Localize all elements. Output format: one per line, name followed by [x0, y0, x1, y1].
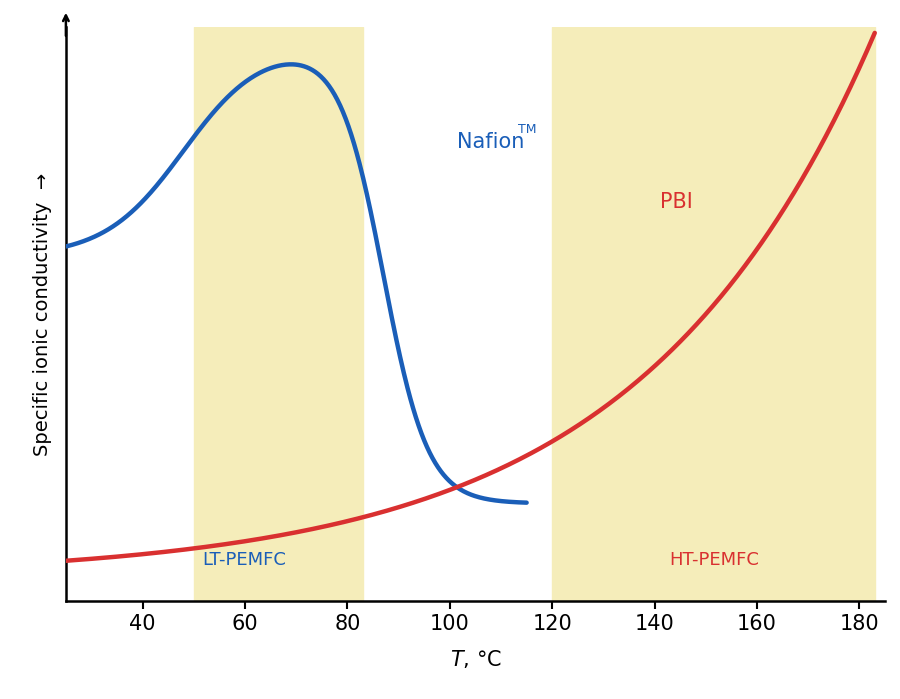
Bar: [553, 27, 875, 601]
Text: LT-PEMFC: LT-PEMFC: [202, 552, 286, 570]
Text: Nafion: Nafion: [457, 131, 525, 152]
Text: TM: TM: [518, 123, 536, 136]
Bar: [194, 27, 363, 601]
X-axis label: $T$, °C: $T$, °C: [449, 648, 501, 670]
Text: PBI: PBI: [660, 192, 692, 212]
Y-axis label: Specific ionic conductivity  →: Specific ionic conductivity →: [33, 173, 52, 456]
Text: HT-PEMFC: HT-PEMFC: [670, 552, 760, 570]
